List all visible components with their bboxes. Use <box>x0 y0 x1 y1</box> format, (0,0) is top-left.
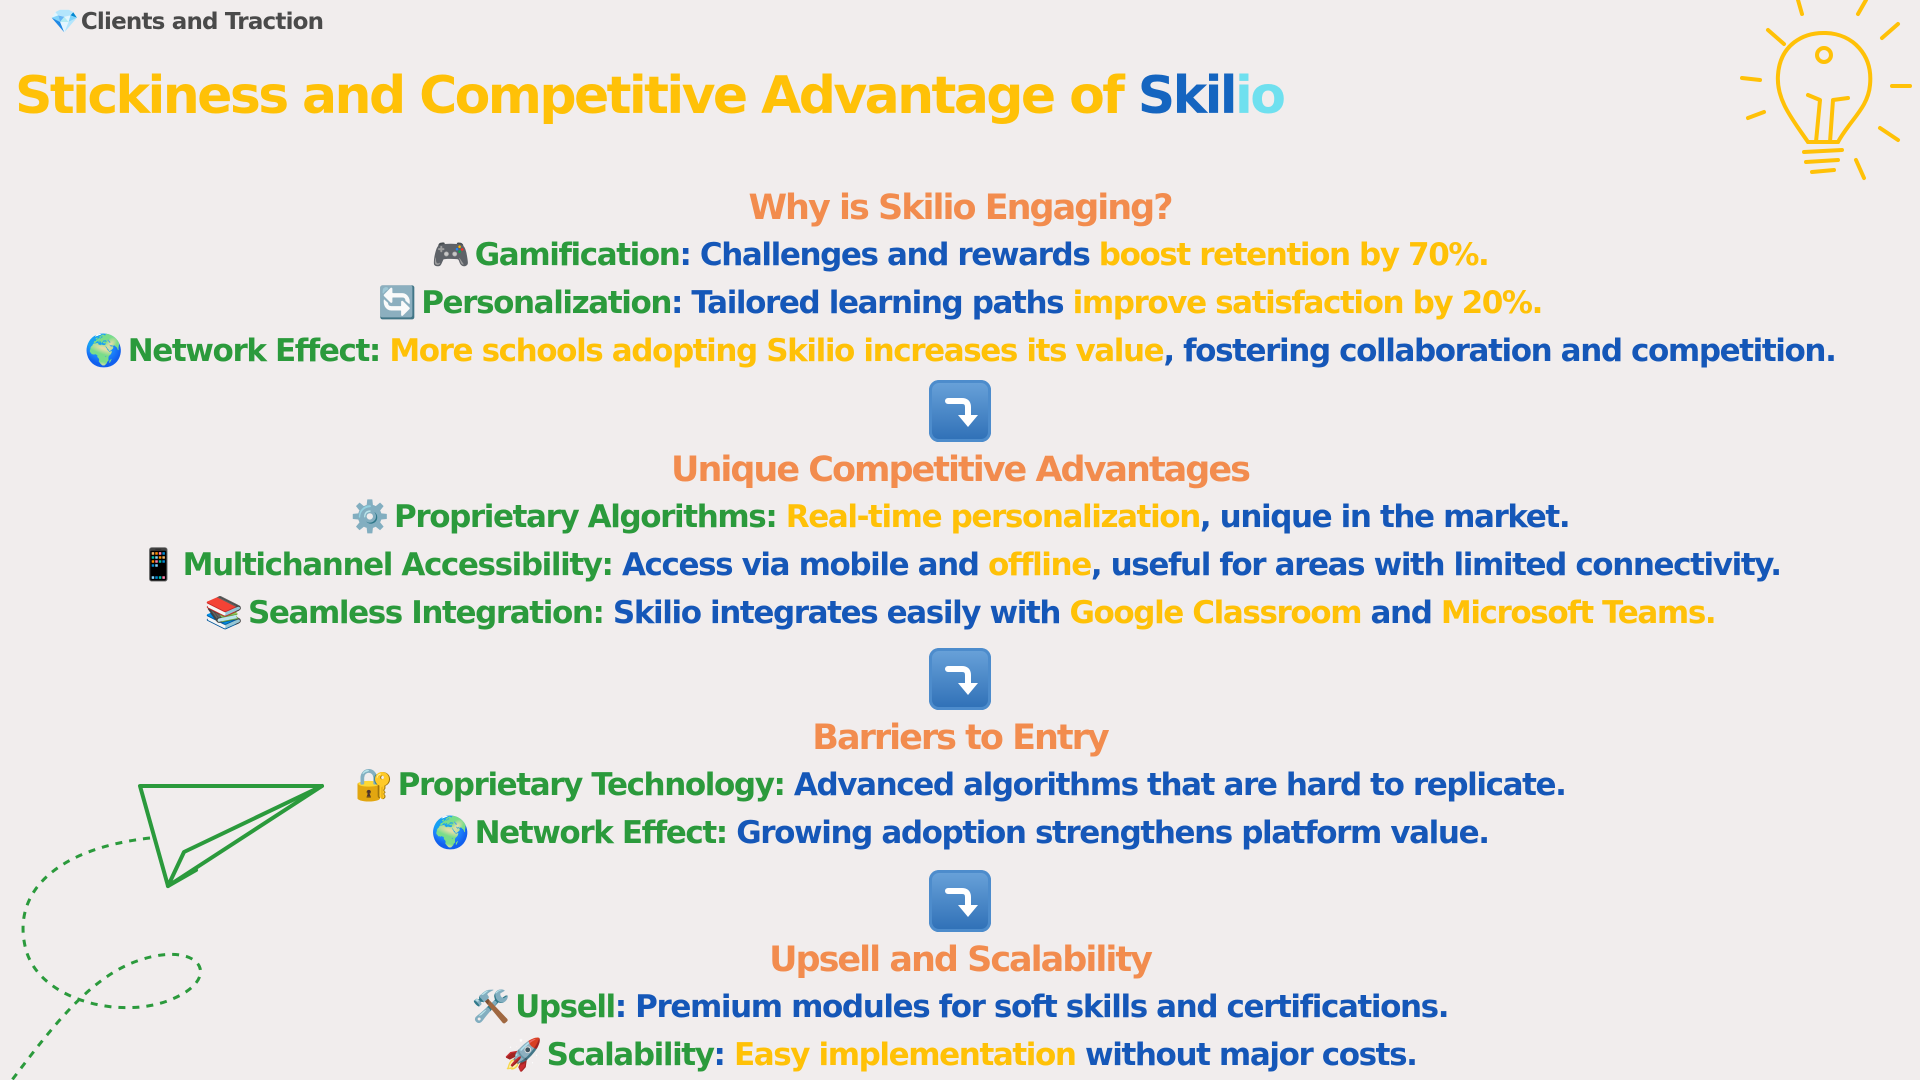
item-network-effect: 🌍 Network Effect: More schools adopting S… <box>0 327 1920 375</box>
item-text: Access via mobile and <box>612 547 988 583</box>
item-label: Upsell <box>515 989 616 1025</box>
item-label: Seamless Integration: <box>247 595 605 631</box>
item-text-mid: and <box>1361 595 1441 631</box>
item-highlight: More schools adopting Skilio increases i… <box>389 333 1164 369</box>
item-text: Skilio integrates easily with <box>603 595 1070 631</box>
item-text-end: , useful for areas with limited connecti… <box>1090 547 1782 583</box>
item-upsell: 🛠️ Upsell: Premium modules for soft skill… <box>0 983 1920 1031</box>
item-text: Premium modules for soft skills and cert… <box>625 989 1449 1025</box>
item-text <box>725 1037 734 1073</box>
item-separator: : <box>679 237 691 273</box>
item-personalization: 🔄 Personalization: Tailored learning path… <box>0 279 1920 327</box>
item-seamless-integration: 📚 Seamless Integration: Skilio integrates… <box>0 589 1920 637</box>
tools-icon: 🛠️ <box>471 989 511 1025</box>
arrow-curve-down-icon <box>929 380 991 442</box>
item-multichannel: 📱 Multichannel Accessibility: Access via … <box>0 541 1920 589</box>
globe-icon: 🌍 <box>431 815 470 851</box>
light-bulb-icon <box>1740 0 1912 180</box>
refresh-icon: 🔄 <box>378 285 417 321</box>
item-label: Network Effect: <box>474 815 729 851</box>
gem-icon: 💎 <box>50 9 79 35</box>
arrow-curve-down-icon <box>929 648 991 710</box>
section-title-upsell: Upsell and Scalability <box>769 940 1153 980</box>
item-label: Proprietary Technology: <box>397 767 786 803</box>
item-separator: : <box>671 285 683 321</box>
item-separator: : <box>614 989 627 1025</box>
item-highlight: Easy implementation <box>733 1037 1077 1073</box>
item-highlight: offline <box>988 547 1092 583</box>
page-title: Stickiness and Competitive Advantage of … <box>15 66 1286 126</box>
item-label: Personalization <box>421 285 672 321</box>
item-highlight: improve satisfaction by 20%. <box>1072 285 1544 321</box>
item-label: Multichannel Accessibility: <box>182 547 614 583</box>
item-proprietary-technology: 🔐 Proprietary Technology: Advanced algori… <box>0 761 1920 809</box>
item-label: Network Effect: <box>127 333 382 369</box>
divider-arrow-2 <box>0 643 1920 715</box>
globe-icon: 🌍 <box>84 333 124 369</box>
item-network-effect-2: 🌍 Network Effect: Growing adoption streng… <box>0 809 1920 857</box>
divider-arrow-1 <box>0 375 1920 447</box>
books-icon: 📚 <box>204 595 244 631</box>
item-text: Challenges and rewards <box>690 237 1099 273</box>
item-scalability: 🚀 Scalability: Easy implementation withou… <box>0 1031 1920 1079</box>
section-title-advantages: Unique Competitive Advantages <box>671 450 1251 490</box>
item-highlight-2: Microsoft Teams. <box>1440 595 1717 631</box>
arrow-curve-down-icon <box>929 870 991 932</box>
item-highlight: Real-time personalization <box>785 499 1202 535</box>
item-label: Proprietary Algorithms: <box>394 499 778 535</box>
brand-name-part-2: io <box>1235 66 1286 126</box>
content: Why is Skilio Engaging? 🎮 Gamification: C… <box>0 185 1920 1079</box>
game-controller-icon: 🎮 <box>431 237 471 273</box>
mobile-phone-icon: 📱 <box>139 547 178 583</box>
item-text <box>380 333 389 369</box>
item-label: Scalability <box>546 1037 715 1073</box>
item-text: Tailored learning paths <box>682 285 1073 321</box>
section-title-barriers: Barriers to Entry <box>812 718 1109 758</box>
item-text-end: , unique in the market. <box>1199 499 1571 535</box>
item-text: Advanced algorithms that are hard to rep… <box>784 767 1567 803</box>
gear-icon: ⚙️ <box>350 499 390 535</box>
lock-key-icon: 🔐 <box>354 767 393 803</box>
brand-name-part-1: Skil <box>1137 66 1238 126</box>
paper-plane-icon <box>10 784 324 1080</box>
rocket-icon: 🚀 <box>503 1037 542 1073</box>
item-text: Growing adoption strengthens platform va… <box>726 815 1490 851</box>
item-proprietary-algorithms: ⚙️ Proprietary Algorithms: Real-time pers… <box>0 493 1920 541</box>
item-label: Gamification <box>474 237 681 273</box>
breadcrumb-text: Clients and Traction <box>80 9 324 35</box>
title-prefix: Stickiness and Competitive Advantage of <box>15 66 1138 126</box>
item-separator: : <box>713 1037 726 1073</box>
item-highlight: boost retention by 70%. <box>1098 237 1490 273</box>
item-highlight: Google Classroom <box>1069 595 1362 631</box>
item-gamification: 🎮 Gamification: Challenges and rewards bo… <box>0 231 1920 279</box>
item-text-end: without major costs. <box>1075 1037 1418 1073</box>
item-text <box>776 499 785 535</box>
section-title-engaging: Why is Skilio Engaging? <box>748 188 1173 228</box>
breadcrumb: 💎 Clients and Traction <box>50 8 324 35</box>
divider-arrow-3 <box>0 865 1920 937</box>
item-text-end: , fostering collaboration and competitio… <box>1163 333 1837 369</box>
